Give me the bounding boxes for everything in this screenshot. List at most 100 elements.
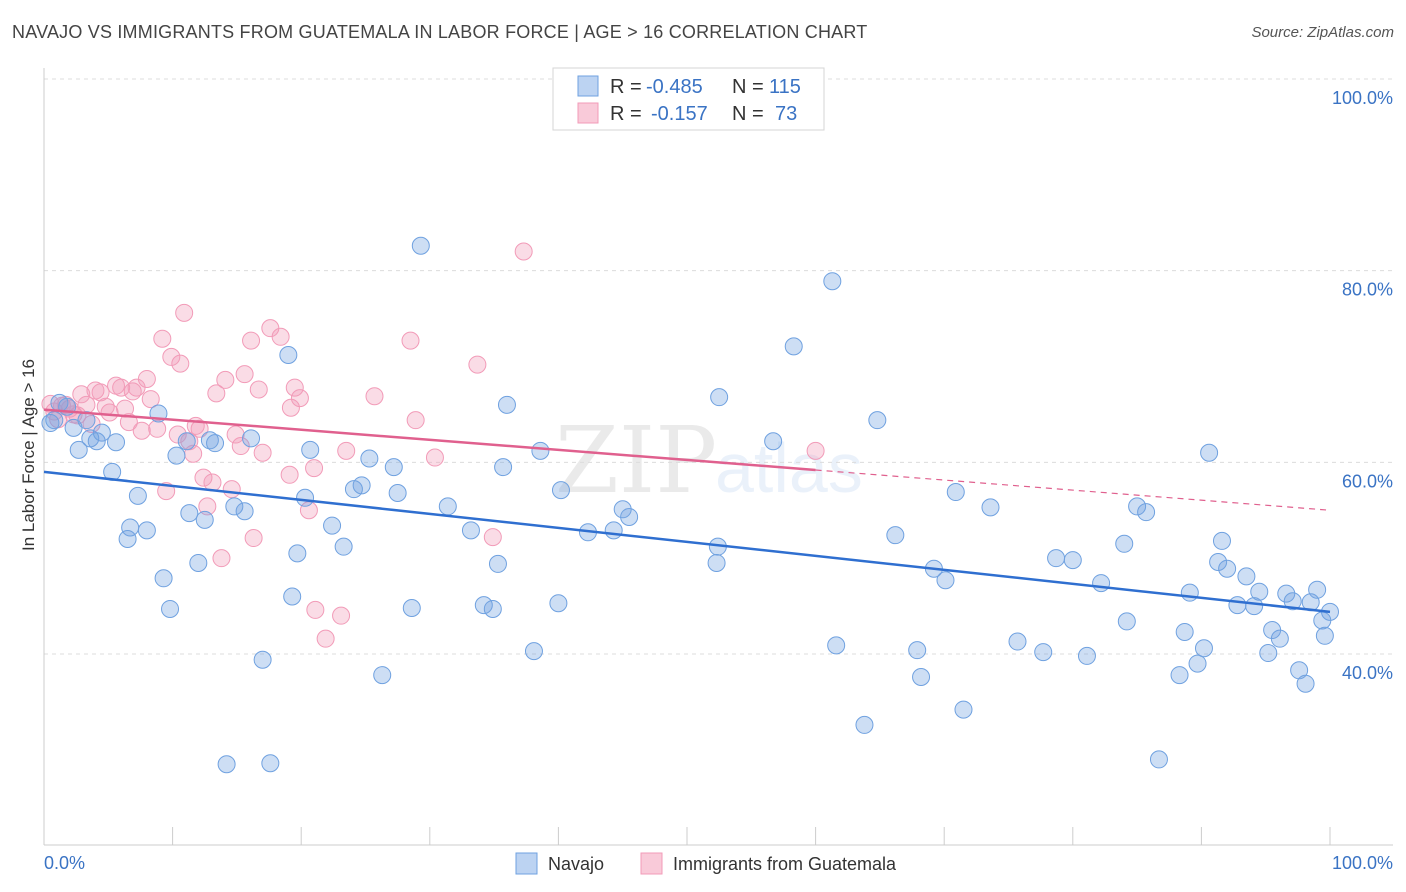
- guatemala-point: [316, 629, 335, 648]
- guatemala-point: [514, 242, 533, 261]
- navajo-point: [549, 594, 568, 613]
- navajo-point: [494, 458, 513, 477]
- navajo-point: [868, 411, 887, 430]
- navajo-point: [180, 504, 199, 523]
- navajo-point: [908, 641, 927, 660]
- guatemala-point: [175, 303, 194, 322]
- guatemala-point: [91, 383, 110, 402]
- navajo-point: [279, 346, 298, 364]
- navajo-point: [200, 431, 219, 450]
- navajo-point: [1315, 626, 1334, 645]
- bottom-legend: Navajo Immigrants from Guatemala: [515, 852, 897, 875]
- navajo-point: [261, 754, 280, 773]
- navajo-point: [1200, 443, 1219, 462]
- guatemala-point: [306, 600, 325, 619]
- navajo-point: [1188, 654, 1207, 673]
- guatemala-point: [112, 378, 131, 397]
- bottom-legend-navajo-swatch: [515, 852, 538, 875]
- guatemala-point: [242, 331, 261, 350]
- guatemala-point: [365, 387, 384, 406]
- guatemala-trend-extension: [815, 469, 1331, 511]
- navajo-point: [334, 537, 353, 556]
- navajo-point: [128, 486, 147, 505]
- navajo-point: [195, 510, 214, 529]
- navajo-point: [206, 434, 225, 453]
- axes: [43, 68, 1393, 846]
- navajo-point: [1034, 643, 1053, 662]
- navajo-point: [497, 395, 516, 414]
- guatemala-point: [226, 425, 245, 444]
- legend-navajo-swatch: [577, 75, 599, 97]
- guatemala-point: [231, 437, 250, 456]
- chart-title: NAVAJO VS IMMIGRANTS FROM GUATEMALA IN L…: [12, 22, 868, 42]
- legend-n-label-1: N =: [732, 76, 764, 98]
- navajo-point: [360, 449, 379, 468]
- legend-r-value-2: -0.157: [651, 103, 708, 125]
- guatemala-point: [401, 331, 420, 350]
- navajo-point: [531, 441, 550, 460]
- navajo-point: [551, 481, 570, 500]
- navajo-point: [613, 500, 632, 519]
- navajo-point: [912, 668, 931, 686]
- navajo-point: [1115, 534, 1134, 553]
- navajo-point: [1250, 582, 1269, 601]
- guatemala-point: [253, 443, 272, 462]
- guatemala-point: [332, 606, 351, 625]
- y-axis-title: In Labor Force | Age > 16: [19, 359, 38, 551]
- navajo-point: [402, 599, 421, 617]
- navajo-point: [1180, 583, 1199, 602]
- navajo-point: [92, 423, 111, 442]
- guatemala-point: [100, 403, 119, 422]
- y-tick-label-80: 80.0%: [1342, 280, 1393, 300]
- y-tick-labels: 40.0% 60.0% 80.0% 100.0%: [1332, 88, 1393, 683]
- guatemala-point: [305, 459, 324, 478]
- legend-guatemala-swatch: [577, 102, 599, 124]
- navajo-point: [1128, 497, 1147, 516]
- navajo-point: [118, 530, 137, 548]
- navajo-trend-line: [43, 470, 1331, 614]
- navajo-point: [1245, 597, 1264, 616]
- guatemala-point: [483, 528, 502, 547]
- guatemala-point: [190, 419, 209, 438]
- navajo-point: [177, 432, 196, 451]
- guatemala-point: [212, 549, 231, 568]
- navajo-point: [1308, 580, 1327, 599]
- navajo-points: [41, 236, 1339, 774]
- guatemala-point: [280, 465, 299, 484]
- navajo-point: [1063, 551, 1082, 570]
- guatemala-point: [137, 369, 156, 388]
- navajo-point: [1149, 750, 1168, 769]
- navajo-point: [1237, 567, 1256, 586]
- navajo-point: [488, 554, 507, 573]
- navajo-point: [1212, 531, 1231, 550]
- navajo-point: [707, 553, 726, 572]
- navajo-point: [107, 433, 126, 452]
- guatemala-point: [249, 380, 268, 399]
- guatemala-point: [406, 411, 425, 430]
- legend: R = -0.485 N = 115 R = -0.157 N = 73: [552, 67, 825, 131]
- navajo-point: [77, 411, 96, 430]
- guatemala-point: [235, 365, 254, 384]
- navajo-point: [1270, 629, 1289, 648]
- navajo-point: [1137, 503, 1156, 522]
- navajo-point: [827, 636, 846, 655]
- navajo-point: [69, 440, 88, 459]
- navajo-point: [1277, 584, 1296, 603]
- navajo-point: [323, 516, 342, 535]
- navajo-point: [296, 488, 315, 507]
- y-tick-label-100: 100.0%: [1332, 88, 1393, 108]
- navajo-point: [161, 599, 180, 618]
- guatemala-point: [153, 329, 172, 348]
- guatemala-point: [281, 398, 300, 417]
- navajo-point: [45, 411, 64, 430]
- navajo-point: [87, 432, 106, 451]
- navajo-point: [253, 650, 272, 669]
- legend-n-label-2: N =: [732, 103, 764, 125]
- navajo-point: [225, 497, 244, 516]
- navajo-point: [1175, 622, 1194, 641]
- navajo-point: [1218, 559, 1237, 578]
- navajo-point: [1209, 553, 1228, 571]
- guatemala-point: [148, 419, 167, 438]
- guatemala-point: [271, 327, 290, 346]
